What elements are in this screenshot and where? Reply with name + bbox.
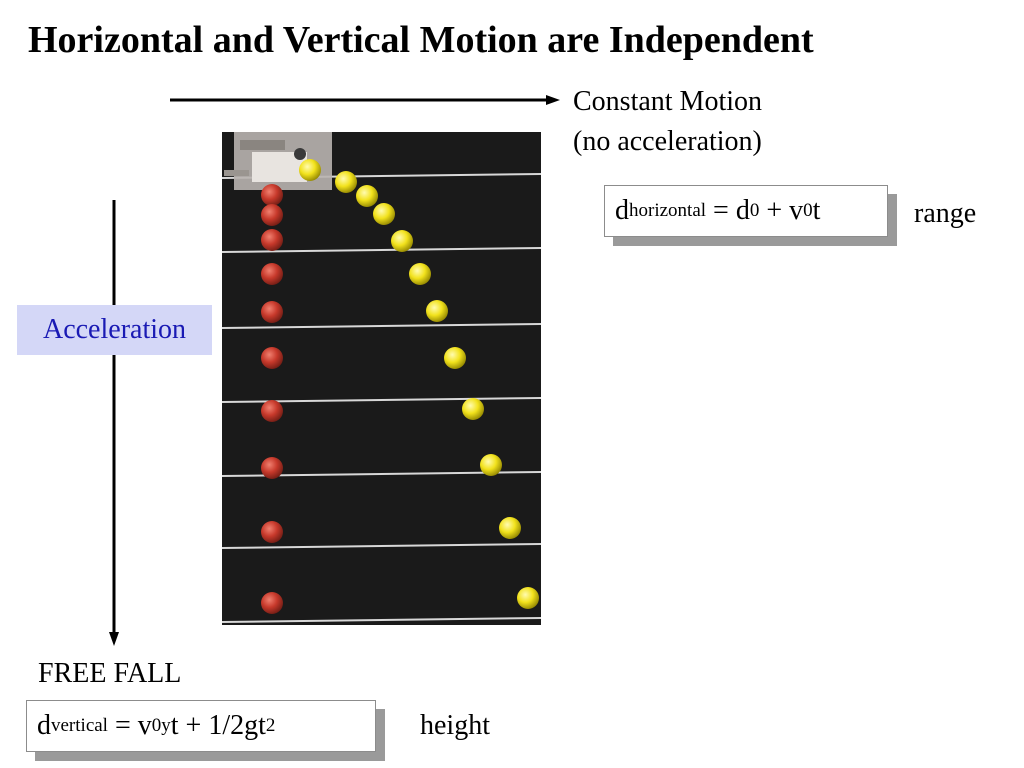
red-ball-6 (261, 400, 283, 422)
red-ball-7 (261, 457, 283, 479)
yellow-ball-2 (356, 185, 378, 207)
yellow-ball-8 (462, 398, 484, 420)
red-ball-0 (261, 184, 283, 206)
gridline-2 (222, 323, 541, 329)
yellow-ball-1 (335, 171, 357, 193)
red-ball-5 (261, 347, 283, 369)
yellow-ball-4 (391, 230, 413, 252)
height-label: height (420, 710, 490, 741)
red-balls (261, 184, 283, 614)
red-ball-2 (261, 229, 283, 251)
constant-motion-label: Constant Motion (no acceleration) (573, 82, 762, 162)
yellow-ball-11 (517, 587, 539, 609)
horizontal-arrow (170, 95, 560, 105)
gridline-6 (222, 617, 541, 623)
gridline-1 (222, 247, 541, 253)
red-ball-3 (261, 263, 283, 285)
yellow-ball-6 (426, 300, 448, 322)
acceleration-label: Acceleration (17, 305, 212, 355)
red-ball-9 (261, 592, 283, 614)
yellow-ball-0 (299, 159, 321, 181)
slide-title: Horizontal and Vertical Motion are Indep… (28, 19, 814, 61)
yellow-ball-3 (373, 203, 395, 225)
formula-vertical: d vertical = v 0y t + 1/2gt 2 (26, 700, 376, 752)
yellow-ball-9 (480, 454, 502, 476)
yellow-ball-10 (499, 517, 521, 539)
projectile-photo (222, 132, 541, 625)
yellow-ball-7 (444, 347, 466, 369)
gridline-5 (222, 543, 541, 549)
yellow-ball-5 (409, 263, 431, 285)
red-ball-8 (261, 521, 283, 543)
vertical-arrow (109, 200, 119, 646)
formula-vertical-group: d vertical = v 0y t + 1/2gt 2 (26, 700, 386, 762)
constant-motion-line1: Constant Motion (573, 86, 763, 117)
free-fall-label: FREE FALL (38, 658, 182, 689)
constant-motion-line2: (no acceleration) (573, 126, 762, 157)
launcher-device (224, 132, 332, 190)
range-label: range (914, 198, 977, 229)
yellow-balls (299, 159, 539, 609)
red-ball-1 (261, 204, 283, 226)
red-ball-4 (261, 301, 283, 323)
